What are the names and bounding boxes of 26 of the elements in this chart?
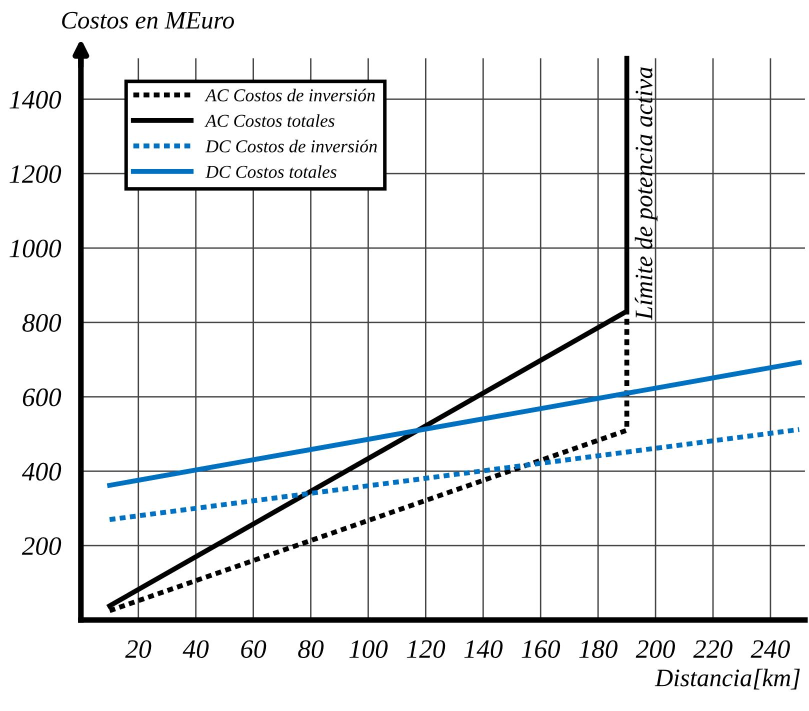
x-tick-label: 160 (522, 640, 560, 658)
y-tick-label: 400 (22, 462, 62, 481)
y-tick-label: 800 (22, 314, 62, 332)
x-tick-label: 40 (182, 640, 209, 658)
y-axis-title: Costos en MEuro (62, 12, 234, 29)
x-tick-label: 120 (406, 640, 446, 658)
legend-label: DC Costos totales (205, 165, 336, 178)
y-tick-label: 1200 (10, 165, 62, 184)
y-tick-label: 1000 (10, 240, 62, 258)
x-tick-label: 80 (298, 640, 324, 658)
legend-label: AC Costos de inversión (204, 88, 375, 102)
x-tick-label: 140 (464, 640, 503, 658)
legend-label: AC Costos totales (204, 114, 334, 127)
y-tick-label: 200 (22, 537, 62, 556)
x-tick-label: 200 (636, 640, 676, 658)
x-tick-label: 20 (125, 640, 152, 658)
x-tick-label: 100 (349, 640, 388, 658)
annotation: Límite de potencia activa (634, 67, 658, 320)
y-tick-label: 600 (22, 388, 62, 406)
x-tick-label: 60 (241, 640, 266, 658)
y-tick-label: 1400 (10, 90, 62, 109)
x-tick-label: 220 (693, 640, 732, 658)
x-axis-title: Distancia[km] (654, 668, 800, 690)
x-tick-label: 240 (750, 640, 790, 658)
legend-label: DC Costos de inversión (205, 140, 377, 152)
x-tick-label: 180 (579, 640, 618, 658)
